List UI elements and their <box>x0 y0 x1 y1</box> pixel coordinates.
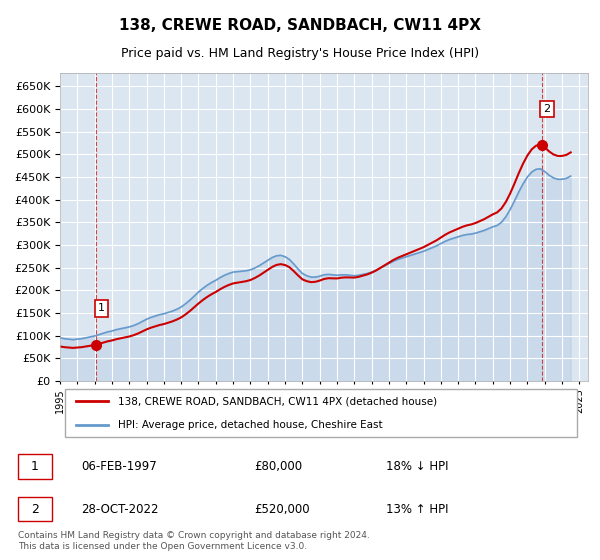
Text: Price paid vs. HM Land Registry's House Price Index (HPI): Price paid vs. HM Land Registry's House … <box>121 48 479 60</box>
Text: £80,000: £80,000 <box>254 460 302 473</box>
Text: 06-FEB-1997: 06-FEB-1997 <box>81 460 157 473</box>
Text: Contains HM Land Registry data © Crown copyright and database right 2024.
This d: Contains HM Land Registry data © Crown c… <box>18 531 370 551</box>
Text: 1: 1 <box>31 460 39 473</box>
Text: 138, CREWE ROAD, SANDBACH, CW11 4PX: 138, CREWE ROAD, SANDBACH, CW11 4PX <box>119 18 481 33</box>
Text: 2: 2 <box>544 104 551 114</box>
FancyBboxPatch shape <box>65 389 577 437</box>
Text: £520,000: £520,000 <box>254 502 310 516</box>
FancyBboxPatch shape <box>18 454 52 479</box>
Text: 18% ↓ HPI: 18% ↓ HPI <box>386 460 449 473</box>
Text: 138, CREWE ROAD, SANDBACH, CW11 4PX (detached house): 138, CREWE ROAD, SANDBACH, CW11 4PX (det… <box>118 396 437 407</box>
Text: HPI: Average price, detached house, Cheshire East: HPI: Average price, detached house, Ches… <box>118 419 383 430</box>
FancyBboxPatch shape <box>18 497 52 521</box>
Text: 28-OCT-2022: 28-OCT-2022 <box>81 502 158 516</box>
Text: 13% ↑ HPI: 13% ↑ HPI <box>386 502 449 516</box>
Text: 2: 2 <box>31 502 39 516</box>
Text: 1: 1 <box>98 304 105 314</box>
